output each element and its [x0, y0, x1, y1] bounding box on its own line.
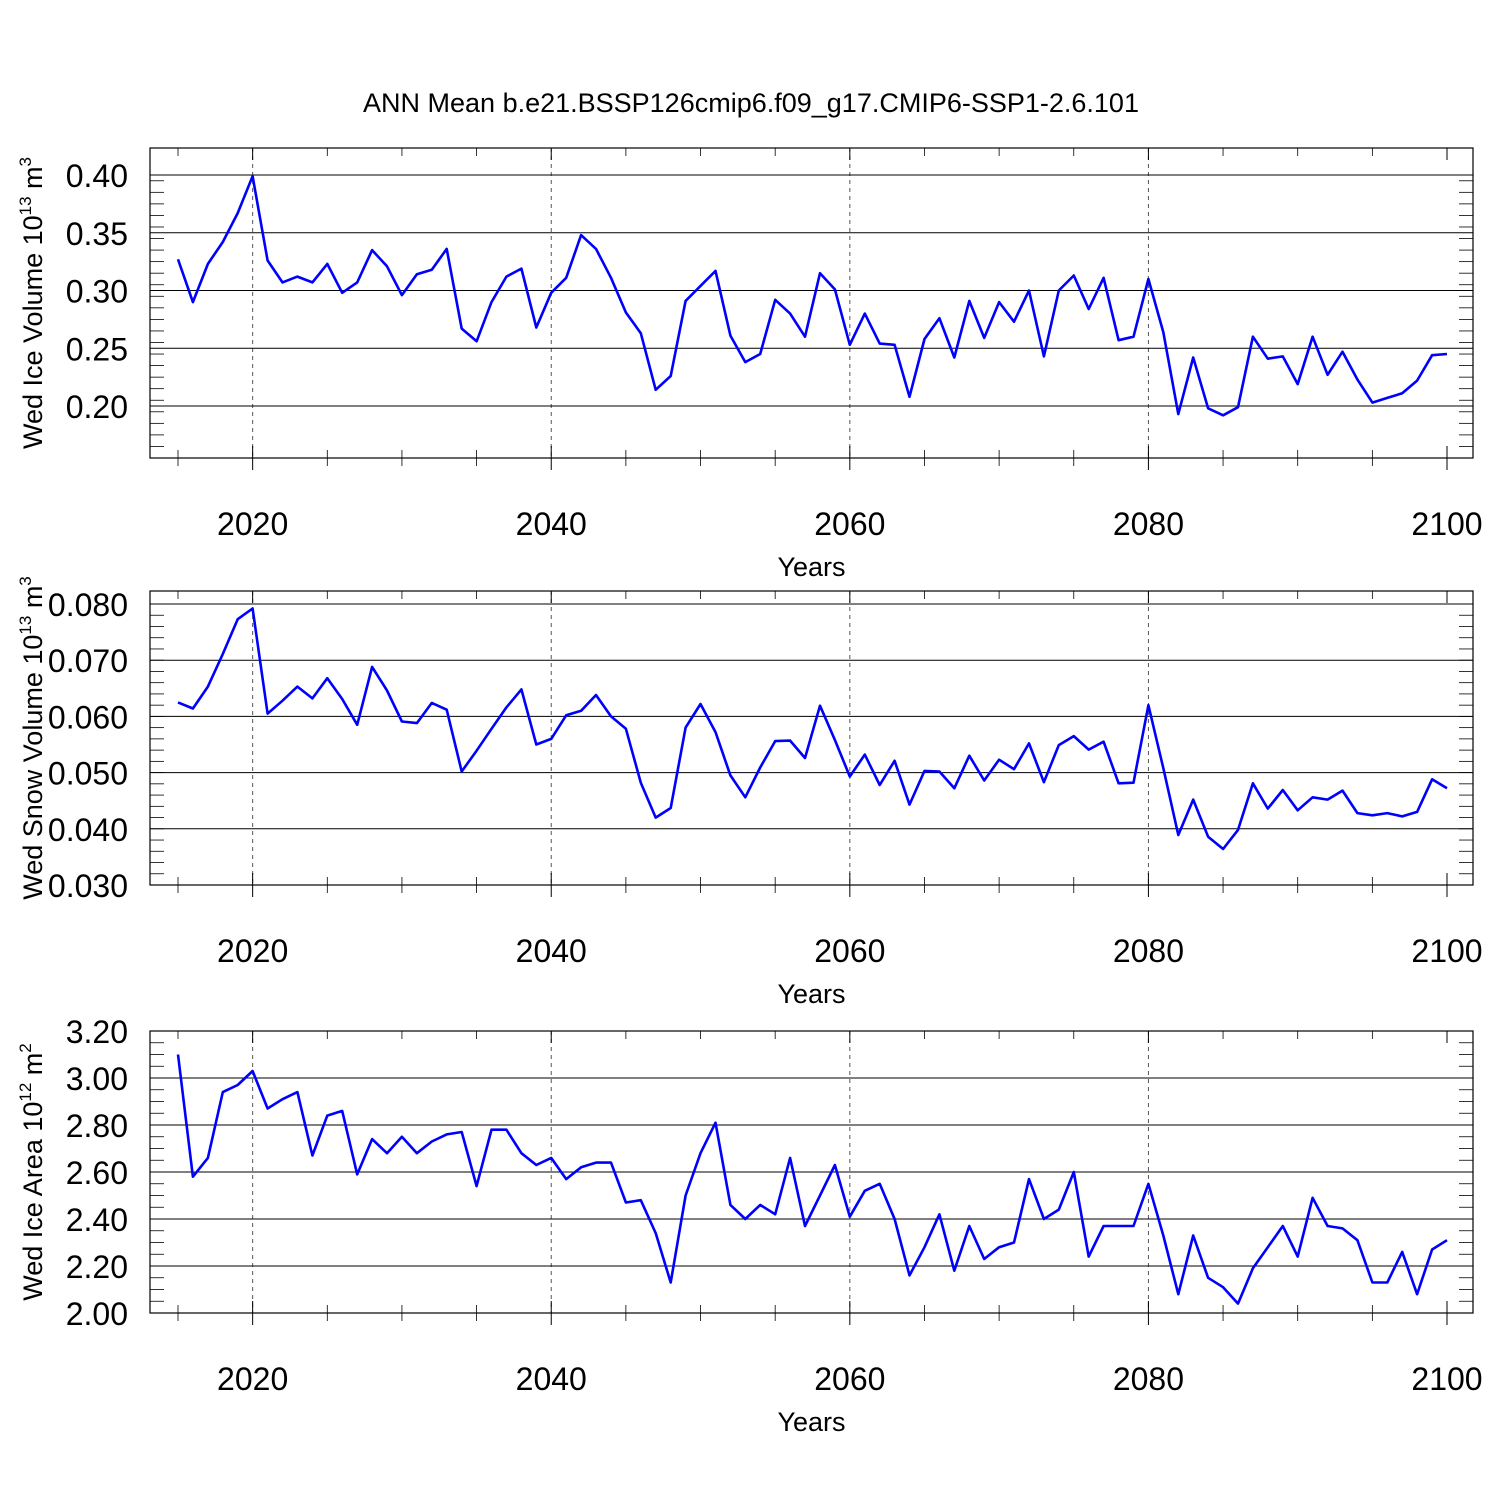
x-tick-label: 2080: [1113, 506, 1184, 542]
y-axis-label-superscript: 3: [16, 157, 35, 166]
y-tick-label: 0.040: [48, 812, 128, 848]
y-tick-label: 2.80: [66, 1108, 128, 1144]
panel-1: 0.20 0.25 0.30 0.35 0.40 2020 2040 2060 2080 2100…: [16, 147, 1483, 582]
panel-3: 2.00 2.20 2.40 2.60 2.80 3.00 3.20 2020 2040 2060…: [16, 1014, 1483, 1437]
y-tick-label: 0.080: [48, 587, 128, 623]
x-tick-label: 2100: [1411, 506, 1482, 542]
x-tick-label: 2060: [814, 1361, 885, 1397]
y-axis-label-superscript: 12: [16, 1083, 35, 1102]
y-tick-label: 2.20: [66, 1249, 128, 1285]
x-tick-label: 2040: [516, 933, 587, 969]
y-axis-label-part: m: [18, 166, 48, 196]
y-axis-label-superscript: 13: [16, 616, 35, 635]
x-tick-label: 2100: [1411, 1361, 1482, 1397]
x-axis-label: Years: [777, 552, 845, 582]
y-tick-label: 2.60: [66, 1155, 128, 1191]
x-tick-label: 2080: [1113, 933, 1184, 969]
y-axis-label: Wed Ice Volume 1013 m3: [16, 157, 48, 449]
y-axis-label-part: Wed Snow Volume 10: [18, 635, 48, 900]
x-tick-label: 2020: [217, 933, 288, 969]
x-tick-label: 2080: [1113, 1361, 1184, 1397]
x-tick-label: 2020: [217, 506, 288, 542]
x-tick-label: 2060: [814, 506, 885, 542]
x-tick-label: 2040: [516, 506, 587, 542]
y-tick-label: 3.00: [66, 1061, 128, 1097]
y-axis-label-superscript: 3: [16, 576, 35, 585]
y-axis-label-superscript: 13: [16, 196, 35, 215]
series-line-1: [176, 174, 1448, 417]
series-line-1: [177, 607, 1448, 851]
x-axis-label: Years: [777, 979, 845, 1009]
panel-2: 0.030 0.040 0.050 0.060 0.070 0.080 2020 2040 20…: [16, 576, 1483, 1009]
y-tick-label: 0.030: [48, 868, 128, 904]
y-tick-label: 0.050: [48, 756, 128, 792]
x-tick-label: 2020: [217, 1361, 288, 1397]
y-tick-label: 2.00: [66, 1296, 128, 1332]
y-tick-label: 2.40: [66, 1202, 128, 1238]
figure-title: ANN Mean b.e21.BSSP126cmip6.f09_g17.CMIP…: [363, 88, 1139, 118]
y-axis-label-part: Wed Ice Area 10: [18, 1102, 48, 1301]
x-tick-label: 2060: [814, 933, 885, 969]
y-axis-label: Wed Ice Area 1012 m2: [16, 1043, 48, 1301]
y-tick-label: 3.20: [66, 1014, 128, 1050]
y-tick-label: 0.40: [66, 158, 128, 194]
x-tick-label: 2100: [1411, 933, 1482, 969]
y-axis-label-part: Wed Ice Volume 10: [18, 215, 48, 449]
y-tick-label: 0.35: [66, 216, 128, 252]
y-tick-label: 0.070: [48, 643, 128, 679]
y-axis-label-part: m: [18, 1053, 48, 1083]
y-axis-label: Wed Snow Volume 1013 m3: [16, 576, 48, 900]
panels-container: 0.20 0.25 0.30 0.35 0.40 2020 2040 2060 2080 2100…: [16, 147, 1483, 1437]
y-axis-label-part: m: [18, 586, 48, 616]
series-line-1: [176, 1054, 1448, 1305]
y-tick-label: 0.30: [66, 274, 128, 310]
plot-frame: [149, 147, 1474, 459]
x-tick-label: 2040: [516, 1361, 587, 1397]
y-tick-label: 0.25: [66, 331, 128, 367]
y-tick-label: 0.060: [48, 699, 128, 735]
y-axis-label-superscript: 2: [16, 1043, 35, 1052]
y-tick-label: 0.20: [66, 389, 128, 425]
x-axis-label: Years: [777, 1407, 845, 1437]
